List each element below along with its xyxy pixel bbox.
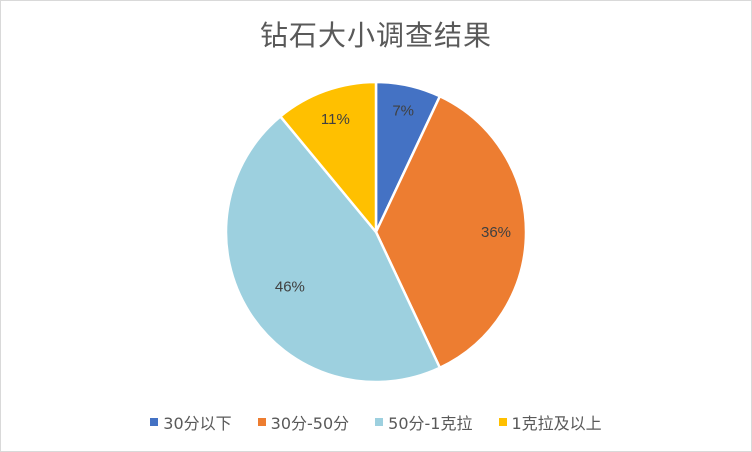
legend-label: 30分以下	[163, 414, 232, 433]
pie-slice-2	[374, 95, 528, 369]
pie-slice-3	[224, 115, 442, 384]
legend-item-1: 30分以下	[150, 410, 232, 434]
data-label-3: 46%	[275, 279, 305, 296]
legend-swatch	[498, 418, 507, 426]
data-label-4: 11%	[321, 111, 350, 128]
legend-swatch	[150, 418, 159, 426]
legend-label: 30分-50分	[270, 414, 350, 433]
chart-title: 钻石大小调查结果	[259, 19, 492, 52]
data-label-1: 7%	[392, 102, 414, 119]
legend-swatch	[257, 418, 266, 426]
pie-slice-4	[279, 80, 378, 234]
legend: 30分以下 30分-50分 50分-1克拉 1克拉及以上	[0, 410, 752, 434]
legend-item-3: 50分-1克拉	[375, 410, 473, 434]
data-label-2: 36%	[481, 224, 511, 241]
legend-label: 50分-1克拉	[388, 414, 473, 433]
legend-label: 1克拉及以上	[511, 414, 602, 433]
legend-swatch	[375, 418, 384, 426]
legend-item-4: 1克拉及以上	[498, 410, 602, 434]
legend-item-2: 30分-50分	[257, 410, 350, 434]
